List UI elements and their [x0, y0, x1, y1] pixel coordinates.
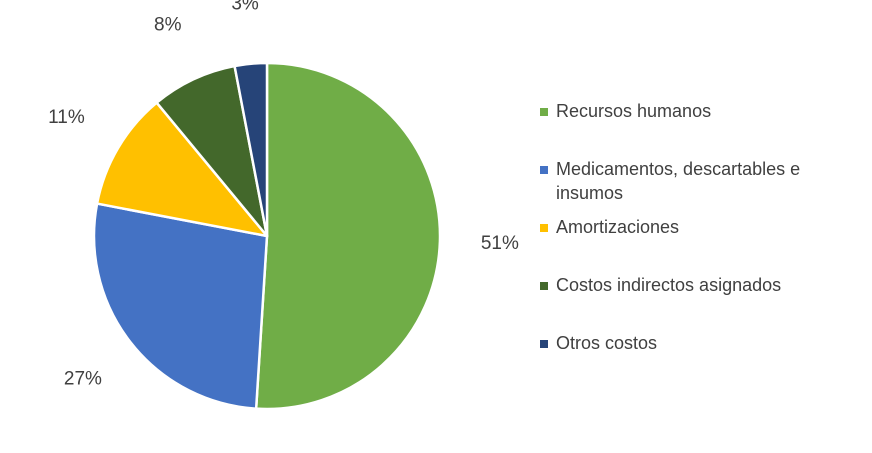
- legend-swatch: [540, 282, 548, 290]
- pie-slice-amortizaciones: [95, 101, 269, 238]
- slice-label-recursos-humanos: 51%: [481, 233, 519, 254]
- legend-item-amortizaciones: Amortizaciones: [540, 215, 860, 273]
- pie-slice-otros-costos: [233, 61, 269, 238]
- legend-label: Amortizaciones: [556, 217, 680, 237]
- legend-item-recursos-humanos: Recursos humanos: [540, 99, 860, 157]
- legend-label: Otros costos: [556, 333, 658, 353]
- slice-label-amortizaciones: 11%: [48, 107, 85, 128]
- legend-item-medicamentos: Medicamentos, descartables e insumos: [540, 157, 860, 215]
- legend-item-otros-costos: Otros costos: [540, 331, 860, 389]
- pie-slice-recursos-humanos: [254, 61, 442, 411]
- legend-swatch: [540, 224, 548, 232]
- slice-label-costos-indirectos: 8%: [154, 15, 182, 36]
- legend-label: Costos indirectos asignados: [556, 275, 782, 295]
- legend-label: Medicamentos, descartables e insumos: [556, 159, 801, 203]
- slice-label-medicamentos: 27%: [64, 368, 102, 389]
- chart-legend: Recursos humanos Medicamentos, descartab…: [540, 99, 860, 389]
- legend-swatch: [540, 166, 548, 174]
- slice-label-otros-costos: 3%: [231, 0, 259, 15]
- pie-slice-medicamentos: [92, 202, 269, 410]
- legend-item-costos-indirectos: Costos indirectos asignados: [540, 273, 860, 331]
- legend-label: Recursos humanos: [556, 101, 712, 121]
- legend-swatch: [540, 108, 548, 116]
- legend-swatch: [540, 340, 548, 348]
